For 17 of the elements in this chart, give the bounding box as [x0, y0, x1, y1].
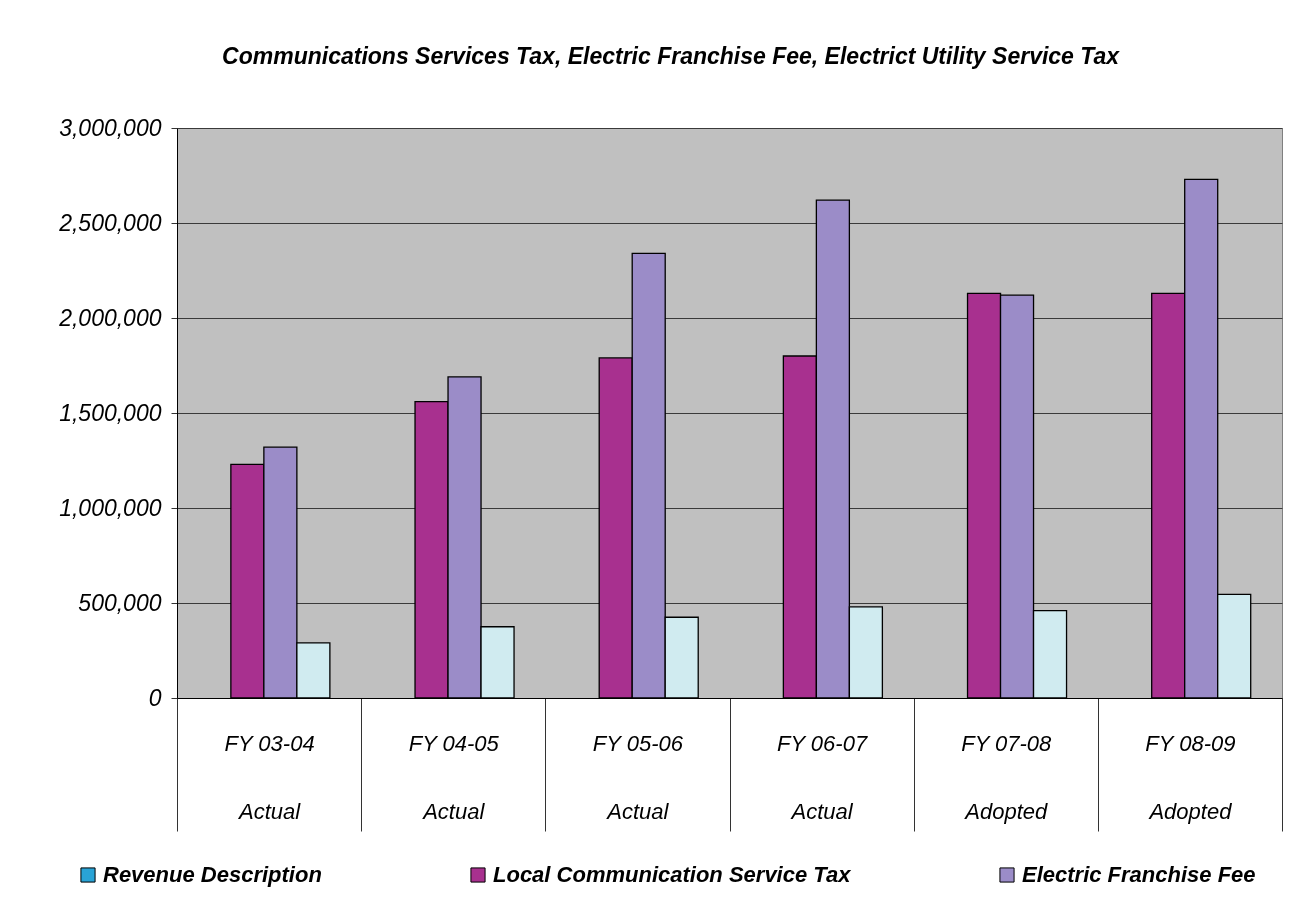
y-tick-label: 2,500,000 [58, 209, 162, 236]
category-label: FY 04-05 Actual [408, 730, 499, 824]
category-label: FY 08-09 Adopted [1145, 730, 1236, 824]
y-tick-label: 2,000,000 [58, 304, 162, 331]
y-tick-label: 500,000 [78, 589, 162, 616]
y-tick-label: 1,000,000 [59, 494, 162, 521]
legend-label: Revenue Description [103, 862, 322, 887]
y-tick-label: 3,000,000 [59, 114, 162, 141]
legend-label: Local Communication Service Tax [493, 862, 852, 887]
y-tick-label: 0 [148, 684, 162, 711]
legend-label: Electric Franchise Fee [1022, 862, 1256, 887]
y-tick-label: 1,500,000 [59, 399, 162, 426]
category-label: FY 06-07 Actual [777, 730, 868, 824]
category-label: FY 07-08 Adopted [961, 730, 1052, 824]
category-label: FY 03-04 Actual [224, 730, 315, 824]
category-label: FY 05-06 Actual [592, 730, 683, 824]
chart-title: Communications Services Tax, Electric Franchise Fee, Electrict Utility Service Tax [222, 43, 1121, 69]
